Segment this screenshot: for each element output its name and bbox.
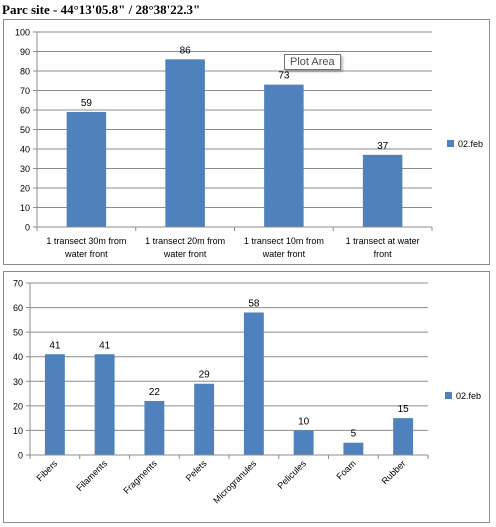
particle-bar [94, 354, 115, 455]
transect-category-label: water front [262, 249, 306, 259]
transect-ytick-label: 10 [20, 203, 30, 213]
particle-ytick-label: 10 [13, 426, 23, 436]
particle-legend-swatch [445, 392, 452, 399]
particle-bar [393, 418, 414, 455]
transect-ytick-label: 70 [20, 86, 30, 96]
transect-ytick-label: 20 [20, 184, 30, 194]
transect-bar [362, 154, 403, 227]
transect-category-label: 1 transect 20m from [145, 236, 225, 246]
particle-bar [343, 442, 364, 455]
transect-ytick-label: 100 [15, 28, 30, 38]
transect-data-label: 86 [180, 45, 192, 56]
transect-data-label: 59 [81, 98, 93, 109]
transect-bar [264, 84, 304, 228]
particle-bar [293, 430, 314, 455]
particle-ytick-label: 20 [13, 401, 23, 411]
particle-data-label: 41 [49, 340, 61, 351]
particle-data-label: 58 [248, 298, 260, 309]
particle-category-label: Fibers [35, 458, 60, 483]
transect-data-label: 37 [377, 141, 389, 152]
transect-category-label: 1 transect 10m from [244, 236, 324, 246]
transect-ytick-label: 80 [20, 67, 30, 77]
particle-data-label: 22 [149, 387, 161, 398]
particle-ytick-label: 30 [13, 377, 23, 387]
particle-ytick-label: 70 [13, 279, 23, 289]
particle-data-label: 10 [298, 416, 310, 427]
chart-transects-svg: 0 10 20 30 40 50 60 70 80 90 100 59 1 transect 30m f… [15, 28, 483, 260]
particle-data-label: 29 [199, 370, 211, 381]
transect-category-label: front [374, 249, 393, 259]
transect-category-label: 1 transect 30m from [46, 236, 126, 246]
particle-data-label: 5 [351, 429, 357, 440]
particle-ytick-label: 50 [13, 328, 23, 338]
particle-ytick-label: 40 [13, 352, 23, 362]
particle-category-label: Fragments [121, 458, 159, 496]
transect-category-label: water front [163, 249, 207, 259]
particle-category-label: Foam [334, 458, 357, 481]
page-title: Parc site - 44°13'05.8" / 28°38'22.3" [2, 2, 201, 17]
transect-category-label: water front [64, 249, 108, 259]
chart-particle-types-svg: 0 10 20 30 40 50 60 70 41 Fibers 41 Filaments 22 Frag… [13, 279, 481, 506]
transect-ytick-label: 90 [20, 47, 30, 57]
transect-data-label: 73 [278, 71, 290, 82]
transect-bar [165, 59, 205, 227]
transect-legend-label: 02.feb [458, 139, 483, 149]
particle-bar [44, 354, 65, 455]
transect-ytick-label: 40 [20, 145, 30, 155]
transect-ytick-label: 30 [20, 164, 30, 174]
particle-data-label: 15 [398, 404, 410, 415]
chart-particle-types[interactable]: 0 10 20 30 40 50 60 70 41 Fibers 41 Filaments 22 Frag… [3, 271, 490, 523]
particle-bar [194, 383, 215, 455]
particle-category-label: Microgranules [211, 458, 258, 505]
particle-category-label: Pelicules [275, 458, 308, 491]
particle-bar [243, 312, 264, 455]
transect-category-label: 1 transect at water [346, 236, 420, 246]
particle-category-label: Rubber [380, 458, 408, 486]
transect-ytick-label: 50 [20, 125, 30, 135]
transect-legend-swatch [447, 140, 454, 147]
transect-bar [66, 111, 107, 227]
chart-transects[interactable]: 0 10 20 30 40 50 60 70 80 90 100 59 1 transect 30m f… [3, 19, 490, 265]
particle-data-label: 41 [99, 340, 111, 351]
particle-ytick-label: 0 [18, 451, 23, 461]
particle-ytick-label: 60 [13, 303, 23, 313]
particle-category-label: Pelets [184, 458, 209, 483]
particle-bar [144, 400, 165, 455]
plot-area-tooltip: Plot Area [284, 54, 341, 70]
particle-legend-label: 02.feb [456, 391, 481, 401]
transect-ytick-label: 0 [25, 223, 30, 233]
transect-ytick-label: 60 [20, 106, 30, 116]
particle-category-label: Filaments [74, 458, 109, 493]
